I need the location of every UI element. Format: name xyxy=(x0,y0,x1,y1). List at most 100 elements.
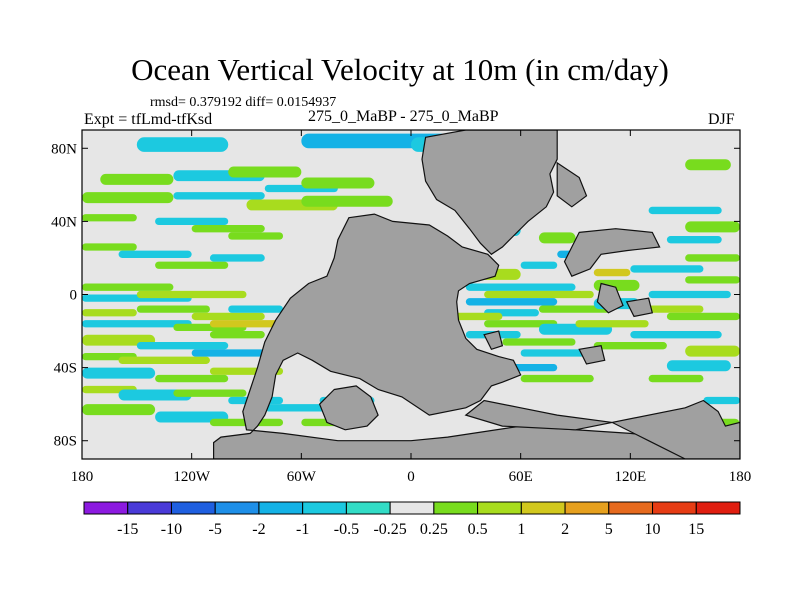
velocity-patch xyxy=(685,221,740,233)
colorbar-swatch xyxy=(695,501,741,515)
colorbar-swatch xyxy=(83,501,129,515)
colorbar-swatch xyxy=(389,501,435,515)
velocity-patch xyxy=(685,254,740,262)
land-small-island xyxy=(625,297,654,318)
velocity-patch xyxy=(228,305,284,313)
velocity-patch xyxy=(301,177,375,189)
colorbar-swatch xyxy=(652,501,697,515)
velocity-patch xyxy=(666,236,722,244)
velocity-patch xyxy=(82,214,137,222)
velocity-patch xyxy=(703,396,740,405)
velocity-patch xyxy=(630,265,704,273)
velocity-patch xyxy=(575,320,649,328)
velocity-patch xyxy=(301,195,393,207)
colorbar-label: -0.5 xyxy=(334,521,359,538)
velocity-patch xyxy=(630,331,722,339)
colorbar-swatch xyxy=(477,501,522,515)
velocity-patch xyxy=(155,411,229,423)
chart-title: Ocean Vertical Velocity at 10m (in cm/da… xyxy=(131,52,669,87)
colorbar-swatch xyxy=(433,501,479,515)
colorbar-swatch xyxy=(258,501,304,515)
velocity-field xyxy=(82,133,740,441)
velocity-patch xyxy=(447,312,503,321)
velocity-patch xyxy=(685,345,740,357)
velocity-patch xyxy=(136,137,229,152)
colorbar-swatch xyxy=(170,501,216,515)
colorbar-swatch xyxy=(345,501,391,515)
land-masses xyxy=(213,130,740,459)
velocity-patch xyxy=(465,283,576,291)
x-tick-label: 180 xyxy=(71,469,94,485)
velocity-patch xyxy=(173,389,247,397)
x-tick-label: 120W xyxy=(173,469,211,485)
velocity-patch xyxy=(228,166,302,178)
y-tick-label: 0 xyxy=(70,288,78,304)
velocity-patch xyxy=(593,268,631,277)
colorbar-label: -15 xyxy=(117,521,138,538)
velocity-patch xyxy=(118,389,192,401)
velocity-patch xyxy=(82,367,156,379)
land-eastern-arc xyxy=(556,161,588,208)
velocity-patch xyxy=(666,360,731,372)
colorbar-label: -2 xyxy=(252,521,265,538)
velocity-patch xyxy=(118,250,192,258)
x-tick-label: 0 xyxy=(407,469,415,485)
velocity-patch xyxy=(173,192,265,200)
colorbar-swatch xyxy=(520,501,566,515)
x-tick-label: 180 xyxy=(729,469,752,485)
velocity-patch xyxy=(648,206,722,215)
velocity-patch xyxy=(136,305,210,313)
velocity-patch xyxy=(191,349,284,357)
velocity-patch xyxy=(538,232,576,244)
x-tick-label: 60E xyxy=(509,469,533,485)
colorbar-label: 2 xyxy=(561,521,569,538)
y-tick-label: 80S xyxy=(54,434,77,450)
land-southern-ring xyxy=(464,399,740,459)
colorbar-label: 0.5 xyxy=(468,521,488,538)
velocity-patch xyxy=(82,320,192,328)
colorbar-swatch xyxy=(214,501,260,515)
center-label: 275_0_MaBP - 275_0_MaBP xyxy=(308,108,499,125)
velocity-patch xyxy=(209,254,265,262)
velocity-patch xyxy=(82,283,174,291)
velocity-patch xyxy=(685,276,740,284)
land-small-island xyxy=(578,345,606,365)
stats-label: rmsd= 0.379192 diff= 0.0154937 xyxy=(150,95,337,110)
velocity-patch xyxy=(209,320,284,328)
colorbar-label: 0.25 xyxy=(420,521,448,538)
land-northern-continent xyxy=(421,130,558,256)
experiment-label: Expt = tfLmd-tfKsd xyxy=(84,111,213,128)
colorbar-label: 5 xyxy=(605,521,613,538)
colorbar-label: 1 xyxy=(517,521,525,538)
colorbar-label: -5 xyxy=(209,521,222,538)
velocity-patch xyxy=(155,217,229,226)
velocity-patch xyxy=(191,225,265,233)
x-tick-label: 120E xyxy=(614,469,646,485)
land-southern-peninsula xyxy=(318,385,379,431)
y-tick-label: 40S xyxy=(54,361,77,377)
velocity-patch xyxy=(520,261,558,269)
velocity-patch xyxy=(502,338,576,346)
colorbar-swatch xyxy=(127,501,172,515)
velocity-patch xyxy=(82,309,137,317)
velocity-patch xyxy=(191,312,265,321)
colorbar-label: 15 xyxy=(688,521,704,538)
velocity-patch xyxy=(155,261,229,269)
velocity-patch xyxy=(538,305,613,313)
land-main-continent xyxy=(213,213,740,459)
velocity-patch xyxy=(520,374,594,383)
y-tick-label: 40N xyxy=(51,214,77,230)
velocity-patch xyxy=(209,331,265,339)
land-small-island xyxy=(483,330,504,351)
colorbar-label: -1 xyxy=(296,521,309,538)
colorbar-swatch xyxy=(608,501,654,515)
season-label: DJF xyxy=(708,111,735,128)
land-small-island xyxy=(596,282,624,314)
colorbar-swatch xyxy=(564,501,610,515)
velocity-patch xyxy=(593,342,667,350)
velocity-patch xyxy=(264,404,338,412)
velocity-patch xyxy=(685,159,731,171)
velocity-patch xyxy=(82,243,137,251)
velocity-patch xyxy=(228,232,284,240)
